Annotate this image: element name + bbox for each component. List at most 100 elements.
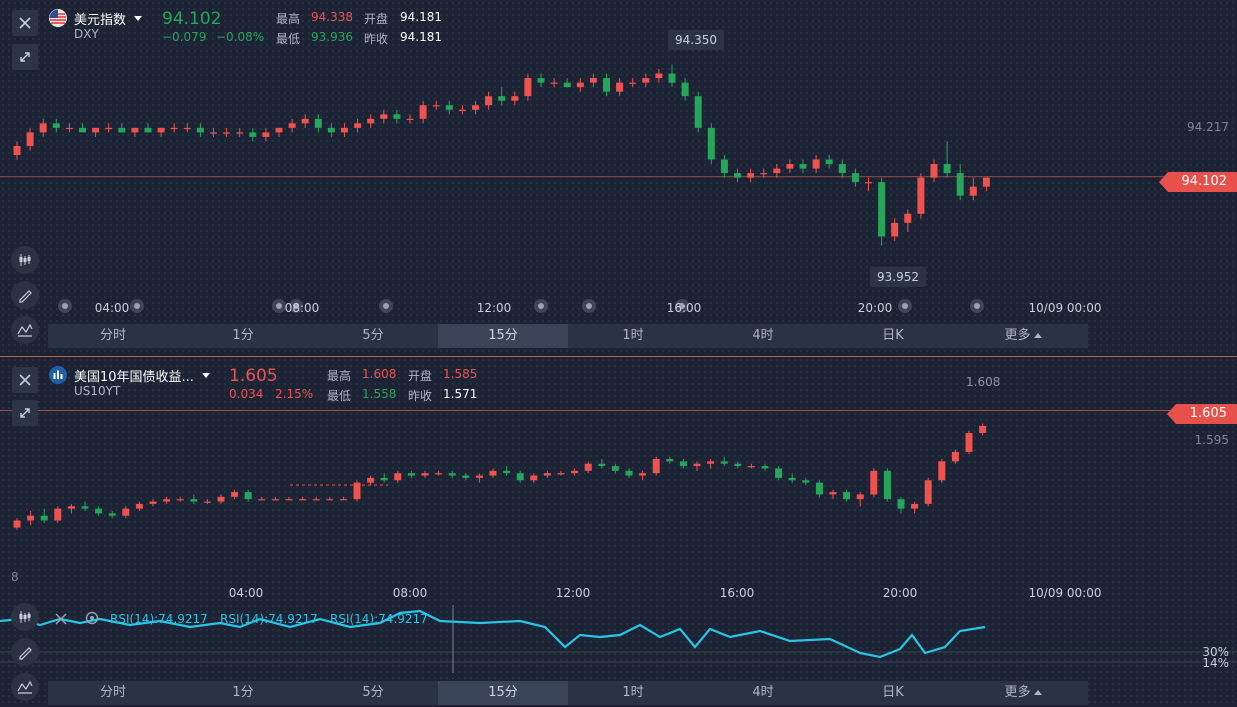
candle-body — [642, 78, 649, 83]
event-marker[interactable] — [130, 299, 144, 313]
symbol-code: US10YT — [74, 384, 120, 398]
symbol-name: 美国10年国债收益... — [74, 366, 194, 385]
candle-body — [490, 471, 497, 476]
tab-more[interactable]: 更多 — [958, 681, 1088, 705]
current-price-tag: 1.605 — [1176, 404, 1237, 424]
close-panel-button[interactable] — [12, 367, 38, 393]
candle-body — [150, 502, 157, 504]
candle-body — [435, 473, 442, 474]
candle-body — [262, 132, 269, 137]
candle-body — [459, 110, 466, 111]
time-axis-label: 08:00 — [285, 301, 320, 315]
event-marker[interactable] — [970, 299, 984, 313]
event-marker[interactable] — [379, 299, 393, 313]
expand-panel-button[interactable] — [12, 44, 38, 70]
candle-body — [970, 187, 977, 196]
event-marker[interactable] — [898, 299, 912, 313]
time-axis-label: 10/09 00:00 — [1029, 301, 1102, 315]
draw-tool-button[interactable] — [11, 281, 39, 309]
indicator-button[interactable] — [11, 673, 39, 701]
symbol-code: DXY — [74, 27, 99, 41]
tab-daily[interactable]: 日K — [828, 324, 958, 348]
tab-timeshare[interactable]: 分时 — [48, 324, 178, 348]
candle-body — [236, 132, 243, 133]
candle-body — [66, 128, 73, 129]
chart-type-button[interactable] — [11, 603, 39, 631]
symbol-selector[interactable]: 美国10年国债收益... — [48, 365, 210, 385]
tab-1min[interactable]: 1分 — [178, 681, 308, 705]
event-marker[interactable] — [534, 299, 548, 313]
candle-body — [14, 520, 21, 527]
draw-tool-button[interactable] — [11, 638, 39, 666]
tab-1hour[interactable]: 1时 — [568, 681, 698, 705]
tab-timeshare[interactable]: 分时 — [48, 681, 178, 705]
bond-icon — [48, 365, 68, 385]
tab-1min[interactable]: 1分 — [178, 324, 308, 348]
us10yt-chart-panel[interactable]: 美国10年国债收益... US10YT 1.605 0.034 2.15% 最高… — [0, 356, 1237, 707]
tab-4hour[interactable]: 4时 — [698, 324, 828, 348]
candlestick-icon — [17, 252, 33, 268]
candle-body — [558, 473, 565, 474]
rsi-value-label: RSI(14):74.9217 — [220, 612, 318, 626]
candle-body — [313, 499, 320, 500]
candle-body — [694, 464, 701, 466]
candle-body — [503, 471, 510, 473]
partial-axis-label: 8 — [11, 570, 19, 584]
time-axis-label: 10/09 00:00 — [1029, 586, 1102, 600]
candle-body — [839, 164, 846, 173]
candle-body — [612, 466, 619, 471]
dxy-chart-panel[interactable]: 美元指数 DXY 94.102 −0.079 −0.08% 最高 94.338 … — [0, 0, 1237, 352]
tab-daily[interactable]: 日K — [828, 681, 958, 705]
event-marker[interactable] — [58, 299, 72, 313]
candle-body — [816, 483, 823, 495]
candle-body — [54, 509, 61, 521]
candle-body — [210, 132, 217, 133]
candle-body — [95, 509, 102, 514]
candle-body — [27, 516, 34, 521]
candle-body — [498, 96, 505, 101]
prev-close-label: 昨收 — [408, 387, 432, 404]
low-value: 93.936 — [311, 30, 353, 44]
candle-body — [655, 74, 662, 79]
symbol-selector[interactable]: 美元指数 — [48, 8, 142, 28]
candle-body — [472, 105, 479, 110]
open-value: 94.181 — [400, 10, 442, 24]
candle-body — [446, 105, 453, 110]
candle-body — [341, 128, 348, 133]
candle-body — [931, 164, 938, 178]
indicator-icon — [17, 679, 33, 695]
price-axis-label: 1.595 — [1195, 433, 1229, 447]
candle-body — [938, 461, 945, 480]
tab-1hour[interactable]: 1时 — [568, 324, 698, 348]
rsi-settings-button[interactable] — [84, 610, 100, 626]
open-label: 开盘 — [408, 367, 432, 384]
tab-more[interactable]: 更多 — [958, 324, 1088, 348]
candle-body — [118, 128, 125, 133]
us-flag-icon — [48, 8, 68, 28]
settings-icon — [84, 610, 100, 626]
event-marker[interactable] — [582, 299, 596, 313]
candle-body — [408, 473, 415, 475]
tab-5min[interactable]: 5分 — [308, 681, 438, 705]
tab-15min[interactable]: 15分 — [438, 681, 568, 705]
high-value: 1.608 — [362, 367, 396, 381]
chart-type-button[interactable] — [11, 246, 39, 274]
high-callout: 94.350 — [668, 30, 724, 50]
tab-4hour[interactable]: 4时 — [698, 681, 828, 705]
candle-body — [843, 492, 850, 499]
candle-body — [680, 461, 687, 466]
time-axis-label: 16:00 — [667, 301, 702, 315]
low-label: 最低 — [276, 30, 300, 47]
us10yt-candlestick-chart[interactable] — [0, 357, 1237, 707]
candle-body — [571, 471, 578, 473]
close-panel-button[interactable] — [12, 10, 38, 36]
tab-5min[interactable]: 5分 — [308, 324, 438, 348]
expand-panel-button[interactable] — [12, 400, 38, 426]
close-rsi-button[interactable] — [54, 611, 68, 625]
tab-15min[interactable]: 15分 — [438, 324, 568, 348]
candle-body — [286, 499, 293, 500]
dxy-candlestick-chart[interactable] — [0, 0, 1237, 352]
indicator-button[interactable] — [11, 316, 39, 344]
price-change-pct: 2.15% — [275, 387, 313, 401]
candle-body — [40, 123, 47, 132]
